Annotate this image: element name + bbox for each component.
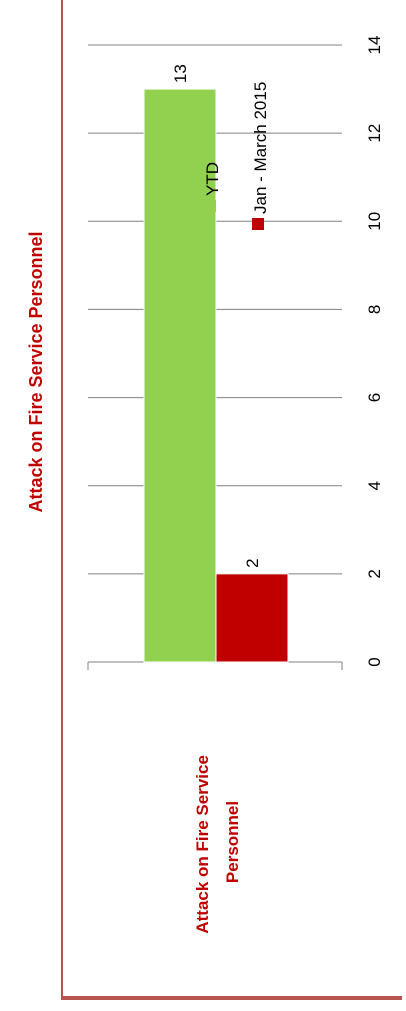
data-label-jan-march-2015: 2	[243, 558, 262, 567]
legend-label-jan-march-2015: Jan - March 2015	[251, 82, 270, 214]
plot-area: 0 2 4 6 8 10 12 14 13 2	[87, 36, 384, 670]
tick-label-2: 2	[365, 569, 384, 578]
bar-ytd	[143, 88, 217, 663]
legend-swatch-jan-march-2015	[252, 218, 264, 230]
tick-label-12: 12	[365, 124, 384, 143]
category-label: Attack on Fire Service Personnel	[193, 750, 242, 933]
tick-label-6: 6	[365, 393, 384, 402]
category-label-line-1: Attack on Fire Service	[193, 755, 212, 934]
category-label-line-2: Personnel	[223, 801, 242, 883]
bar-jan-march-2015	[215, 573, 289, 663]
legend-swatch-ytd	[204, 200, 216, 212]
legend: YTD Jan - March 2015	[203, 82, 270, 230]
chart-frame	[61, 0, 402, 1000]
tick-label-0: 0	[365, 657, 384, 666]
tick-label-8: 8	[365, 305, 384, 314]
tick-label-4: 4	[365, 481, 384, 490]
tick-label-10: 10	[365, 212, 384, 231]
chart-title: Attack on Fire Service Personnel	[26, 231, 46, 512]
legend-label-ytd: YTD	[203, 162, 222, 196]
data-label-ytd: 13	[171, 64, 190, 83]
tick-label-14: 14	[365, 36, 384, 55]
